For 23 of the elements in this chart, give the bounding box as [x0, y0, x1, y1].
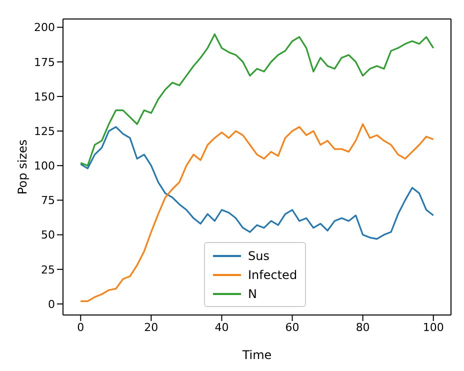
y-tick-label: 50 [41, 228, 55, 242]
legend-label: N [248, 286, 257, 300]
y-tick-label: 200 [34, 21, 55, 34]
x-axis-title: Time [241, 348, 272, 362]
legend-label: Sus [248, 248, 270, 262]
y-tick-label: 125 [34, 124, 55, 138]
x-tick-label: 60 [285, 320, 300, 334]
line-series [80, 123, 434, 302]
y-tick-label: 150 [34, 90, 55, 104]
y-axis-title: Pop sizes [15, 139, 30, 195]
x-tick-label: 80 [356, 320, 370, 334]
line-series [80, 33, 434, 166]
line-series [80, 126, 434, 240]
y-tick-label: 100 [34, 160, 55, 173]
y-tick-label: 75 [41, 194, 55, 208]
y-tick-label: 25 [41, 263, 55, 276]
legend-label: Infected [248, 268, 298, 282]
x-tick-label: 100 [422, 320, 444, 334]
y-tick-label: 175 [34, 56, 55, 69]
x-tick-label: 20 [144, 320, 158, 334]
x-tick-label: 0 [77, 320, 84, 334]
x-tick-label: 40 [214, 320, 229, 334]
y-tick-label: 0 [48, 298, 55, 311]
